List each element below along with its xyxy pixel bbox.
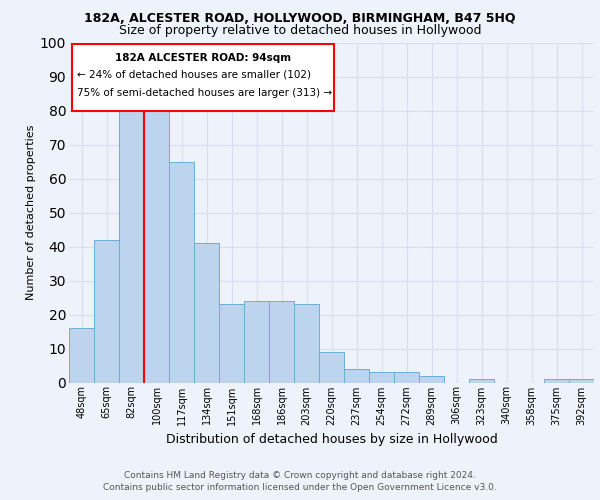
Bar	[144, 104, 169, 382]
Bar	[344, 369, 369, 382]
X-axis label: Distribution of detached houses by size in Hollywood: Distribution of detached houses by size …	[166, 433, 497, 446]
Text: ← 24% of detached houses are smaller (102): ← 24% of detached houses are smaller (10…	[77, 70, 311, 80]
Text: Size of property relative to detached houses in Hollywood: Size of property relative to detached ho…	[119, 24, 481, 37]
Bar	[169, 162, 194, 382]
FancyBboxPatch shape	[71, 44, 334, 110]
Bar	[94, 240, 119, 382]
Bar	[419, 376, 444, 382]
Text: 182A ALCESTER ROAD: 94sqm: 182A ALCESTER ROAD: 94sqm	[115, 52, 291, 62]
Bar	[469, 379, 494, 382]
Bar	[119, 107, 144, 382]
Bar	[194, 243, 219, 382]
Bar	[294, 304, 319, 382]
Bar	[369, 372, 394, 382]
Bar	[244, 301, 269, 382]
Bar	[394, 372, 419, 382]
Text: Contains public sector information licensed under the Open Government Licence v3: Contains public sector information licen…	[103, 483, 497, 492]
Y-axis label: Number of detached properties: Number of detached properties	[26, 125, 35, 300]
Bar	[544, 379, 569, 382]
Text: 75% of semi-detached houses are larger (313) →: 75% of semi-detached houses are larger (…	[77, 88, 332, 99]
Bar	[319, 352, 344, 382]
Text: 182A, ALCESTER ROAD, HOLLYWOOD, BIRMINGHAM, B47 5HQ: 182A, ALCESTER ROAD, HOLLYWOOD, BIRMINGH…	[84, 12, 516, 26]
Bar	[569, 379, 594, 382]
Bar	[69, 328, 94, 382]
Text: Contains HM Land Registry data © Crown copyright and database right 2024.: Contains HM Land Registry data © Crown c…	[124, 471, 476, 480]
Bar	[219, 304, 244, 382]
Bar	[269, 301, 294, 382]
